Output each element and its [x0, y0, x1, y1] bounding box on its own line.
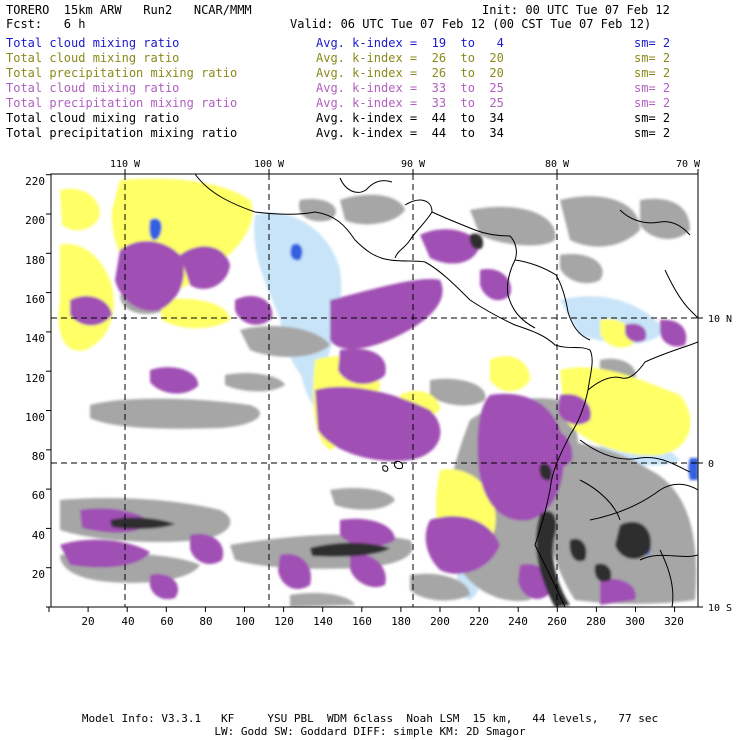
purple-field: [60, 229, 687, 605]
cloud-fields: [58, 178, 698, 607]
lon-label: 100 W: [254, 159, 285, 170]
legend-name: Total cloud mixing ratio: [6, 51, 180, 65]
legend-index: Avg. k-index = 26 to 20: [316, 51, 504, 65]
legend-sm: sm= 2: [634, 36, 671, 50]
y-tick-label: 20: [32, 568, 45, 581]
weather-map: 110 W 100 W 90 W 80 W 70 W 10 N 0 10 S 2…: [25, 159, 732, 628]
lon-label: 110 W: [110, 159, 141, 170]
x-tick-label: 140: [313, 615, 333, 628]
y-tick-label: 100: [25, 411, 45, 424]
legend-sm: sm= 2: [634, 66, 671, 80]
y-tick-label: 220: [25, 175, 45, 188]
lon-label: 90 W: [401, 159, 426, 170]
legend-index: Avg. k-index = 44 to 34: [316, 126, 504, 140]
init-time: Init: 00 UTC Tue 07 Feb 12: [482, 3, 670, 17]
x-tick-labels: 20 40 60 80 100 120 140 160 180 200 220 …: [81, 615, 684, 628]
model-title: TORERO 15km ARW Run2 NCAR/MMM: [6, 3, 252, 17]
legend-index: Avg. k-index = 33 to 25: [316, 81, 504, 95]
x-tick-label: 200: [430, 615, 450, 628]
model-info: Model Info: V3.3.1 KF YSU PBL WDM 6class…: [81, 712, 659, 725]
plot-frame: [50, 173, 699, 608]
x-tick-label: 20: [81, 615, 94, 628]
legend-sm: sm= 2: [634, 96, 671, 110]
x-tick-label: 300: [625, 615, 645, 628]
legend-sm: sm= 2: [634, 126, 671, 140]
x-tick-label: 120: [274, 615, 294, 628]
y-tick-label: 180: [25, 254, 45, 267]
x-tick-label: 180: [391, 615, 411, 628]
y-tick-label: 160: [25, 293, 45, 306]
legend-row: Total precipitation mixing ratio Avg. k-…: [6, 126, 736, 140]
legend-name: Total precipitation mixing ratio: [6, 96, 238, 110]
legend-name: Total precipitation mixing ratio: [6, 126, 238, 140]
y-tick-labels: 220 200 180 160 140 120 100 80 60 40 20: [25, 175, 45, 581]
lat-label: 10 N: [708, 314, 732, 325]
legend-index: Avg. k-index = 26 to 20: [316, 66, 504, 80]
graticule: [51, 174, 698, 607]
legend-index: Avg. k-index = 33 to 25: [316, 96, 504, 110]
legend-name: Total cloud mixing ratio: [6, 111, 180, 125]
lon-labels: 110 W 100 W 90 W 80 W 70 W: [110, 159, 701, 170]
model-physics: LW: Godd SW: Goddard DIFF: simple KM: 2D…: [214, 725, 526, 738]
legend-row: Total precipitation mixing ratio Avg. k-…: [6, 66, 736, 80]
lat-label: 10 S: [708, 603, 732, 614]
y-tick-label: 80: [32, 450, 45, 463]
legend-sm: sm= 2: [634, 111, 671, 125]
lon-label: 80 W: [545, 159, 570, 170]
x-tick-label: 80: [199, 615, 212, 628]
valid-time: Valid: 06 UTC Tue 07 Feb 12 (00 CST Tue …: [290, 17, 652, 31]
x-tick-label: 100: [235, 615, 255, 628]
x-tick-label: 240: [508, 615, 528, 628]
x-tick-label: 320: [664, 615, 684, 628]
x-tick-label: 260: [547, 615, 567, 628]
legend-row: Total cloud mixing ratio Avg. k-index = …: [6, 81, 736, 95]
y-tick-label: 120: [25, 372, 45, 385]
y-tick-label: 200: [25, 214, 45, 227]
legend-row: Total precipitation mixing ratio Avg. k-…: [6, 96, 736, 110]
y-tick-label: 60: [32, 489, 45, 502]
forecast-hour: Fcst: 6 h: [6, 17, 86, 31]
legend-index: Avg. k-index = 19 to 4: [316, 36, 504, 50]
legend-row: Total cloud mixing ratio Avg. k-index = …: [6, 36, 736, 50]
legend-name: Total cloud mixing ratio: [6, 81, 180, 95]
legend-index: Avg. k-index = 44 to 34: [316, 111, 504, 125]
legend-row: Total cloud mixing ratio Avg. k-index = …: [6, 111, 736, 125]
legend-sm: sm= 2: [634, 51, 671, 65]
dark-core-field: [110, 233, 651, 607]
x-tick-label: 40: [121, 615, 134, 628]
x-tick-label: 160: [352, 615, 372, 628]
legend-sm: sm= 2: [634, 81, 671, 95]
y-tick-label: 40: [32, 529, 45, 542]
x-tick-label: 60: [160, 615, 173, 628]
legend-row: Total cloud mixing ratio Avg. k-index = …: [6, 51, 736, 65]
legend-name: Total cloud mixing ratio: [6, 36, 180, 50]
legend-name: Total precipitation mixing ratio: [6, 66, 238, 80]
coastlines: [194, 174, 698, 607]
x-tick-label: 220: [469, 615, 489, 628]
axis-ticks: [46, 169, 703, 612]
lat-label: 0: [708, 459, 714, 470]
x-tick-label: 280: [586, 615, 606, 628]
lat-labels: 10 N 0 10 S: [708, 314, 732, 614]
y-tick-label: 140: [25, 332, 45, 345]
lon-label: 70 W: [676, 159, 701, 170]
